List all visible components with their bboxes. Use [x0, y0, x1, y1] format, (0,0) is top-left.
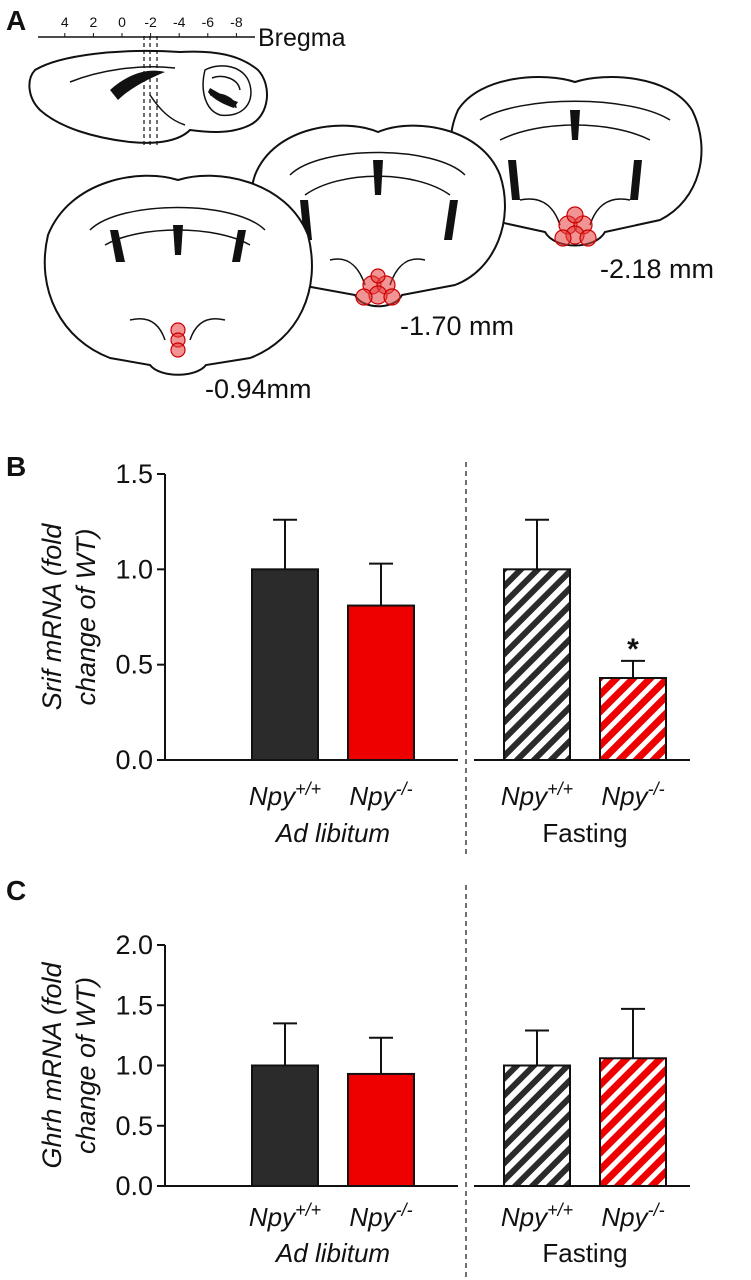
coronal-section [449, 76, 703, 247]
group-label: Ad libitum [274, 818, 390, 848]
x-tick-label: Npy+/+ [501, 1200, 573, 1232]
y-axis-label: change of WT) [71, 977, 101, 1154]
panel-label: A [6, 5, 26, 36]
y-tick-label: 1.0 [115, 554, 153, 584]
y-tick-label: 0.0 [115, 745, 153, 775]
category-name: Npy [249, 1202, 297, 1232]
category-name: Npy [501, 1202, 549, 1232]
bregma-label: Bregma [258, 24, 346, 52]
category-name: Npy [349, 1202, 397, 1232]
bar [503, 568, 571, 761]
bar [251, 568, 319, 761]
section-label: -2.18 mm [600, 254, 714, 284]
category-name: Npy [601, 781, 649, 811]
category-superscript: -/- [648, 779, 665, 799]
y-axis-label: Ghrh mRNA (fold [37, 961, 67, 1168]
y-tick-label: 0.5 [115, 650, 153, 680]
section-label: -1.70 mm [400, 311, 514, 341]
bar [599, 1057, 667, 1188]
category-superscript: -/- [648, 1200, 665, 1220]
category-superscript: -/- [396, 1200, 413, 1220]
category-superscript: -/- [396, 779, 413, 799]
category-superscript: +/+ [547, 1200, 573, 1220]
coronal-section [249, 124, 506, 308]
y-tick-label: 0.5 [115, 1111, 153, 1141]
y-tick-label: 1.5 [115, 459, 153, 489]
panel-label: C [6, 875, 26, 906]
bregma-tick-label: -2 [144, 14, 157, 30]
category-superscript: +/+ [295, 779, 321, 799]
group-label: Fasting [542, 818, 627, 848]
bregma-tick-label: 0 [118, 14, 126, 30]
bregma-tick-label: -8 [230, 14, 243, 30]
x-tick-label: Npy-/- [349, 1200, 412, 1232]
category-superscript: +/+ [547, 779, 573, 799]
bregma-tick-label: -6 [202, 14, 215, 30]
x-tick-label: Npy-/- [349, 779, 412, 811]
coronal-section [43, 174, 313, 376]
panel-label: B [6, 451, 26, 482]
y-tick-label: 2.0 [115, 930, 153, 960]
y-axis-label: Srif mRNA (fold [37, 523, 67, 711]
bregma-tick-label: 2 [90, 14, 98, 30]
group-label: Fasting [542, 1238, 627, 1268]
significance-label: * [627, 633, 639, 666]
bar [503, 1064, 571, 1187]
x-tick-label: Npy+/+ [249, 779, 321, 811]
bar [599, 677, 667, 761]
bar [251, 1064, 319, 1187]
y-axis-label: change of WT) [71, 528, 101, 705]
y-tick-label: 0.0 [115, 1171, 153, 1201]
category-name: Npy [501, 781, 549, 811]
x-tick-label: Npy+/+ [501, 779, 573, 811]
group-label: Ad libitum [274, 1238, 390, 1268]
category-name: Npy [601, 1202, 649, 1232]
bregma-tick-label: -4 [173, 14, 186, 30]
x-tick-label: Npy+/+ [249, 1200, 321, 1232]
y-tick-label: 1.5 [115, 990, 153, 1020]
bar [347, 604, 415, 761]
category-name: Npy [249, 781, 297, 811]
x-tick-label: Npy-/- [601, 1200, 664, 1232]
category-superscript: +/+ [295, 1200, 321, 1220]
sagittal-brain [28, 36, 269, 145]
bar [347, 1072, 415, 1188]
y-tick-label: 1.0 [115, 1051, 153, 1081]
x-tick-label: Npy-/- [601, 779, 664, 811]
category-name: Npy [349, 781, 397, 811]
bregma-tick-label: 4 [61, 14, 69, 30]
section-label: -0.94mm [205, 374, 312, 404]
